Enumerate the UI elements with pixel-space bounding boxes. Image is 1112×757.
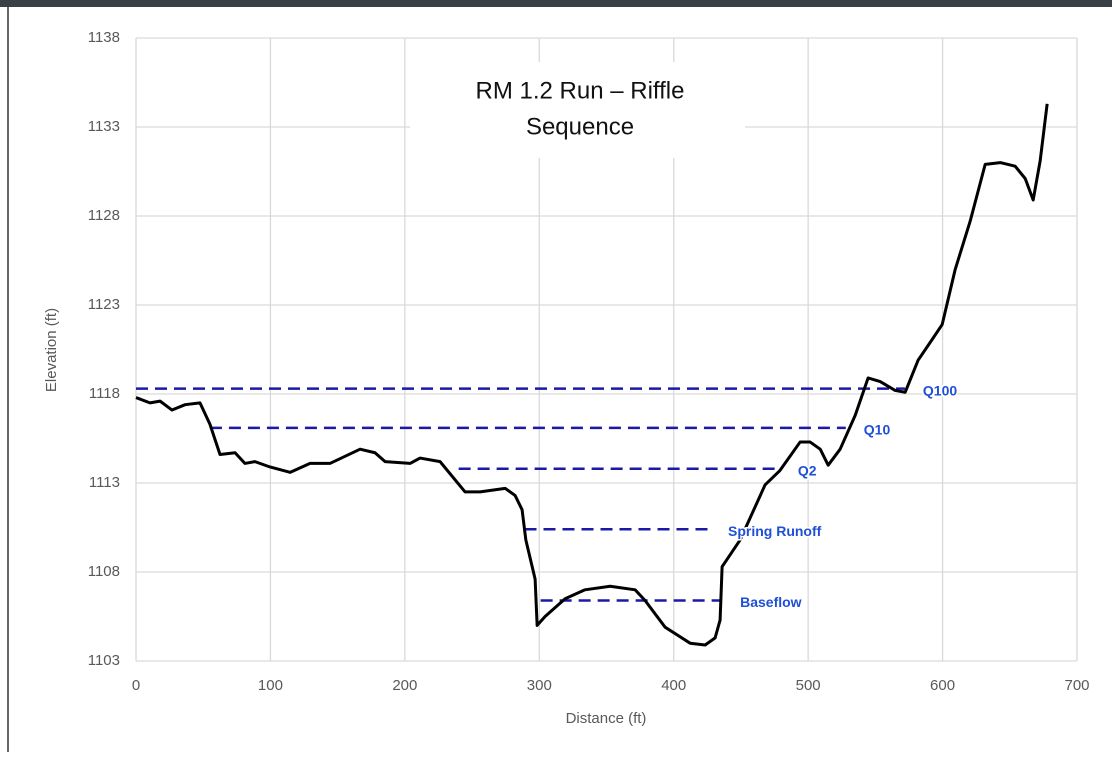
chart-title: RM 1.2 Run – Riffle bbox=[476, 77, 685, 104]
water-level-label: Q10 bbox=[864, 422, 891, 438]
water-level-label: Q100 bbox=[923, 382, 957, 398]
x-tick-label: 200 bbox=[392, 677, 417, 694]
x-axis-label: Distance (ft) bbox=[566, 710, 647, 727]
x-tick-label: 100 bbox=[258, 677, 283, 694]
profile-line bbox=[135, 103, 1049, 647]
y-tick-label: 1103 bbox=[88, 652, 120, 669]
y-axis-label: Elevation (ft) bbox=[43, 308, 60, 392]
chart-title: Sequence bbox=[526, 113, 634, 140]
y-tick-label: 1128 bbox=[88, 207, 120, 224]
x-tick-label: 700 bbox=[1064, 677, 1089, 694]
top-strip bbox=[0, 0, 1112, 7]
marks: Q100 Q10 Q2 Spring Runoff Baseflow bbox=[135, 103, 1049, 647]
y-tick-label: 1113 bbox=[89, 474, 120, 491]
y-tick-label: 1123 bbox=[88, 296, 120, 313]
x-tick-label: 600 bbox=[930, 677, 955, 694]
y-tick-label: 1133 bbox=[88, 118, 120, 135]
water-level-label: Q2 bbox=[798, 462, 817, 478]
y-tick-label: 1138 bbox=[88, 29, 120, 46]
y-tick-label: 1118 bbox=[89, 385, 120, 402]
x-tick-label: 0 bbox=[132, 677, 140, 694]
x-tick-label: 300 bbox=[527, 677, 552, 694]
x-tick-label: 500 bbox=[796, 677, 821, 694]
y-tick-label: 1108 bbox=[88, 563, 120, 580]
water-level-label: Baseflow bbox=[740, 594, 802, 610]
water-level-label: Spring Runoff bbox=[728, 523, 822, 539]
title-box bbox=[410, 62, 745, 158]
x-tick-label: 400 bbox=[661, 677, 686, 694]
